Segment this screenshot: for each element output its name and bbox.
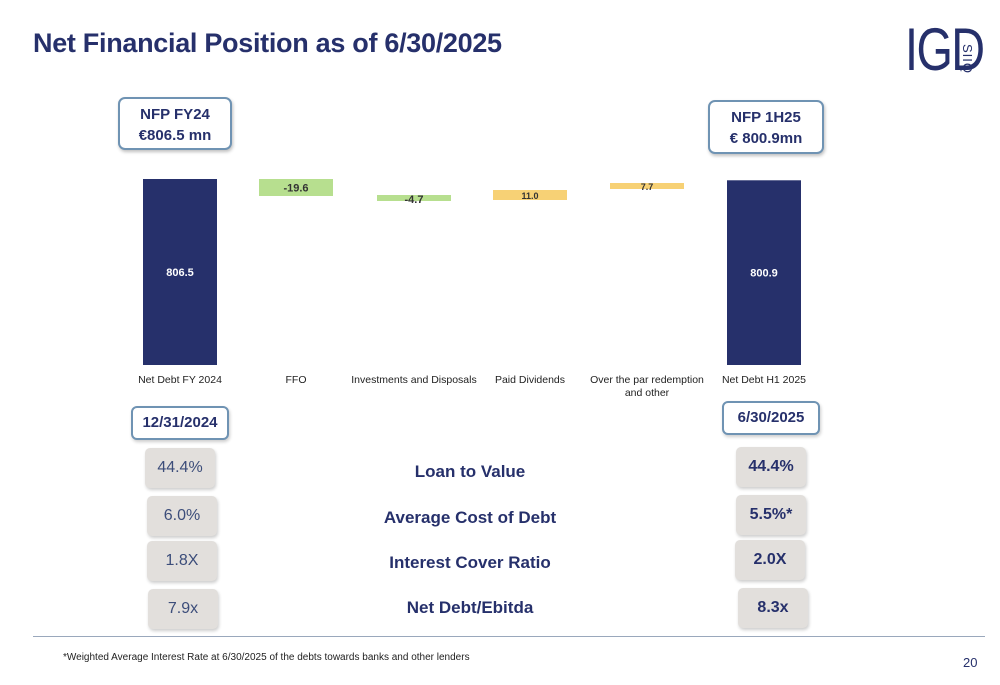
metric-value-2025: 5.5%* [736, 495, 806, 535]
logo-mark: IGD [905, 16, 985, 83]
metric-value-2024: 1.8X [147, 541, 217, 581]
nfp-1h25-value: € 800.9mn [729, 130, 803, 147]
data-label-0: 806.5 [166, 267, 194, 279]
nfp-1h25-callout: NFP 1H25 € 800.9mn [708, 100, 824, 154]
page-number: 20 [963, 655, 978, 670]
date-right-box: 6/30/2025 [722, 401, 820, 435]
igd-logo: IGD SIIQ [905, 20, 990, 85]
waterfall-chart: 806.5 Net Debt FY 2024 -19.6 FFO -4.7 Investm… [138, 179, 806, 399]
metric-value-2025: 8.3x [738, 588, 808, 628]
bar-3 [493, 190, 567, 200]
nfp-1h25-label: NFP 1H25 [731, 109, 801, 126]
footer-divider [33, 636, 985, 637]
metric-value-2024: 7.9x [148, 589, 218, 629]
date-left-box: 12/31/2024 [131, 406, 229, 440]
metric-label: Net Debt/Ebitda [406, 598, 534, 617]
nfp-fy24-label: NFP FY24 [140, 106, 210, 123]
metric-value-2024: 44.4% [145, 448, 215, 488]
metric-label: Loan to Value [414, 462, 526, 481]
category-label-2: Investments and Disposals [351, 374, 476, 386]
metric-value-2024: 6.0% [147, 496, 217, 536]
page-title: Net Financial Position as of 6/30/2025 [33, 28, 502, 58]
category-label-0: Net Debt FY 2024 [138, 374, 222, 386]
data-label-1: -19.6 [283, 183, 308, 195]
category-label-4: and other [625, 387, 670, 399]
category-label-3: Paid Dividends [495, 374, 565, 386]
footnote: *Weighted Average Interest Rate at 6/30/… [63, 652, 470, 663]
category-label-5: Net Debt H1 2025 [722, 374, 806, 386]
metric-label: Interest Cover Ratio [389, 553, 551, 572]
bar-1 [259, 179, 333, 196]
nfp-fy24-callout: NFP FY24 €806.5 mn [118, 97, 232, 150]
bar-5 [727, 180, 801, 365]
bar-0 [143, 179, 217, 365]
category-label-1: FFO [286, 374, 307, 386]
bar-2 [377, 195, 451, 201]
data-label-4: 7.7 [641, 182, 654, 192]
category-label-4: Over the par redemption [590, 374, 704, 386]
data-label-5: 800.9 [750, 268, 778, 280]
bar-4 [610, 183, 684, 189]
metric-value-2025: 44.4% [736, 447, 806, 487]
data-label-3: 11.0 [521, 191, 538, 201]
data-label-2: -4.7 [405, 194, 424, 206]
metric-value-2025: 2.0X [735, 540, 805, 580]
nfp-fy24-value: €806.5 mn [138, 127, 212, 144]
metric-label: Average Cost of Debt [383, 508, 557, 527]
